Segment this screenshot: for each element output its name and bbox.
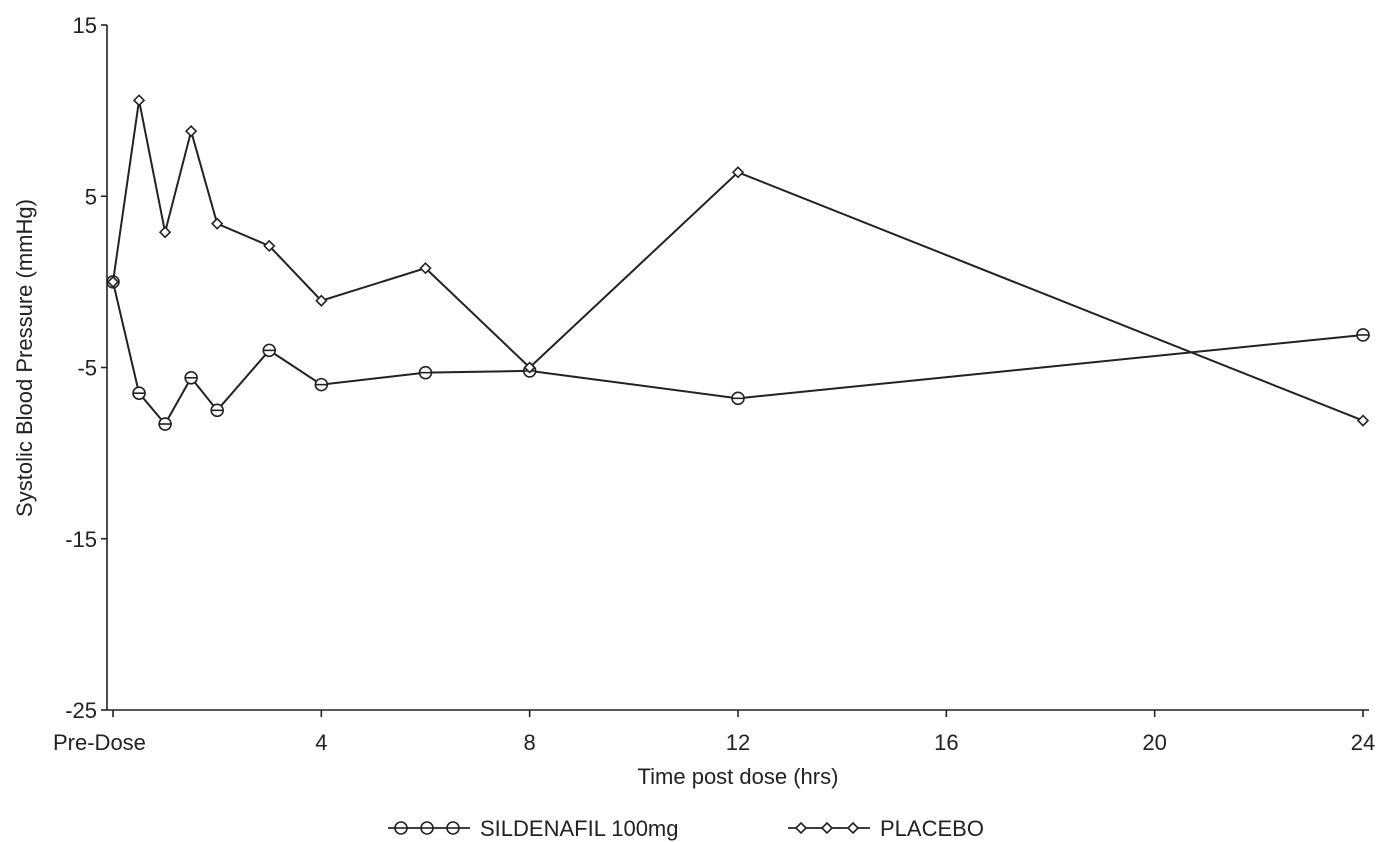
data-point-circle xyxy=(1356,328,1370,342)
series-placebo xyxy=(106,94,1370,427)
x-tick-label: 12 xyxy=(726,730,750,755)
legend-marker-diamond xyxy=(794,821,808,835)
data-point-diamond xyxy=(1356,414,1370,427)
legend-marker-circle xyxy=(420,821,434,835)
y-tick-label: -5 xyxy=(77,356,97,381)
data-point-diamond xyxy=(419,262,432,275)
data-point-circle xyxy=(184,370,198,385)
x-tick-label: 24 xyxy=(1351,730,1375,755)
x-tick-label: 20 xyxy=(1142,730,1166,755)
x-tick-label: 8 xyxy=(524,730,536,755)
x-tick-label: 4 xyxy=(315,730,327,755)
y-tick-label: -25 xyxy=(65,698,97,723)
x-tick-label: 16 xyxy=(934,730,958,755)
data-point-circle xyxy=(731,391,745,406)
data-point-circle xyxy=(262,343,277,358)
legend-marker-circle xyxy=(394,821,408,835)
y-tick-label: -15 xyxy=(65,527,97,552)
legend-marker-diamond xyxy=(820,821,834,835)
chart-series xyxy=(106,94,1370,431)
data-point-diamond xyxy=(106,275,120,289)
x-axis-label: Time post dose (hrs) xyxy=(638,764,839,789)
data-point-circle xyxy=(418,365,433,380)
legend-label: SILDENAFIL 100mg xyxy=(480,816,679,841)
series-sildenafil xyxy=(106,275,1370,431)
data-point-circle xyxy=(158,417,172,431)
legend-marker-diamond xyxy=(846,821,860,835)
data-point-diamond xyxy=(731,166,745,179)
y-tick-label: 15 xyxy=(73,13,97,38)
data-point-diamond xyxy=(158,226,172,239)
legend-item: PLACEBO xyxy=(788,816,984,841)
series-line xyxy=(112,100,1364,422)
legend-marker-circle xyxy=(446,821,460,835)
data-point-circle xyxy=(210,403,224,418)
data-point-circle xyxy=(132,386,146,400)
data-point-circle xyxy=(314,377,329,392)
legend-label: PLACEBO xyxy=(880,816,984,841)
data-point-diamond xyxy=(184,125,198,138)
y-tick-label: 5 xyxy=(85,184,97,209)
chart-legend: SILDENAFIL 100mg PLACEBO xyxy=(388,816,984,841)
data-point-diamond xyxy=(523,361,536,374)
chart-axes: 15 5 -5 -15 -25 Pre-Dose 4 8 12 16 20 24 xyxy=(53,13,1375,755)
x-tick-label: Pre-Dose xyxy=(53,730,146,755)
legend-item: SILDENAFIL 100mg xyxy=(388,816,679,841)
data-point-diamond xyxy=(315,294,328,307)
data-point-diamond xyxy=(211,217,224,230)
y-axis-label: Systolic Blood Pressure (mmHg) xyxy=(12,199,37,517)
data-point-diamond xyxy=(132,94,146,107)
data-point-diamond xyxy=(263,239,276,253)
